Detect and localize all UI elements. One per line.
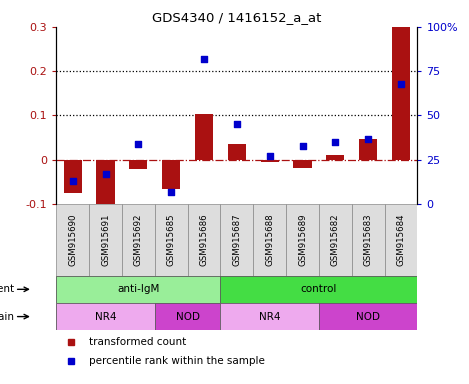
Text: NOD: NOD (175, 311, 200, 321)
Point (266, 153, 273, 159)
Bar (220, 276, 417, 303)
Bar (253, 204, 286, 276)
Bar (392, 27, 410, 160)
Point (200, 56, 208, 62)
Text: GSM915683: GSM915683 (363, 214, 373, 266)
Text: anti-IgM: anti-IgM (117, 284, 159, 294)
Text: NR4: NR4 (259, 311, 280, 321)
Bar (97, 160, 114, 206)
Bar (162, 160, 180, 189)
Text: transformed count: transformed count (89, 337, 186, 347)
Point (233, 121, 241, 127)
Bar (385, 204, 417, 276)
Text: GSM915692: GSM915692 (134, 214, 143, 266)
Bar (56, 204, 89, 276)
Point (364, 136, 372, 142)
Text: GSM915690: GSM915690 (68, 214, 77, 266)
Bar (220, 303, 319, 330)
Text: GSM915691: GSM915691 (101, 214, 110, 266)
Text: percentile rank within the sample: percentile rank within the sample (89, 356, 265, 366)
Bar (359, 139, 377, 160)
Text: GSM915687: GSM915687 (232, 214, 242, 266)
Text: NOD: NOD (356, 311, 380, 321)
Point (102, 171, 109, 177)
Bar (319, 303, 417, 330)
Bar (56, 303, 155, 330)
Text: GSM915684: GSM915684 (396, 214, 406, 266)
Bar (89, 204, 122, 276)
Point (69, 178, 76, 184)
Bar (220, 204, 253, 276)
Bar (56, 276, 220, 303)
Text: agent: agent (0, 284, 15, 294)
Point (397, 81, 405, 87)
Text: GSM915682: GSM915682 (331, 214, 340, 266)
Point (167, 189, 175, 195)
Bar (261, 160, 279, 162)
Point (332, 139, 339, 145)
Bar (294, 160, 311, 168)
Text: GSM915688: GSM915688 (265, 214, 274, 266)
Text: NR4: NR4 (95, 311, 116, 321)
Text: strain: strain (0, 311, 15, 321)
Bar (286, 204, 319, 276)
Bar (188, 204, 220, 276)
Bar (122, 204, 155, 276)
Point (135, 141, 142, 147)
Bar (228, 144, 246, 160)
Bar (195, 114, 213, 160)
Text: control: control (301, 284, 337, 294)
Text: GSM915686: GSM915686 (199, 214, 209, 266)
Bar (326, 156, 344, 160)
Bar (64, 160, 82, 193)
Bar (319, 204, 352, 276)
Title: GDS4340 / 1416152_a_at: GDS4340 / 1416152_a_at (152, 11, 322, 24)
Bar (155, 303, 220, 330)
Text: GSM915685: GSM915685 (166, 214, 176, 266)
Bar (155, 204, 188, 276)
Bar (352, 204, 385, 276)
Text: GSM915689: GSM915689 (298, 214, 307, 266)
Bar (129, 160, 147, 169)
Point (299, 142, 306, 149)
